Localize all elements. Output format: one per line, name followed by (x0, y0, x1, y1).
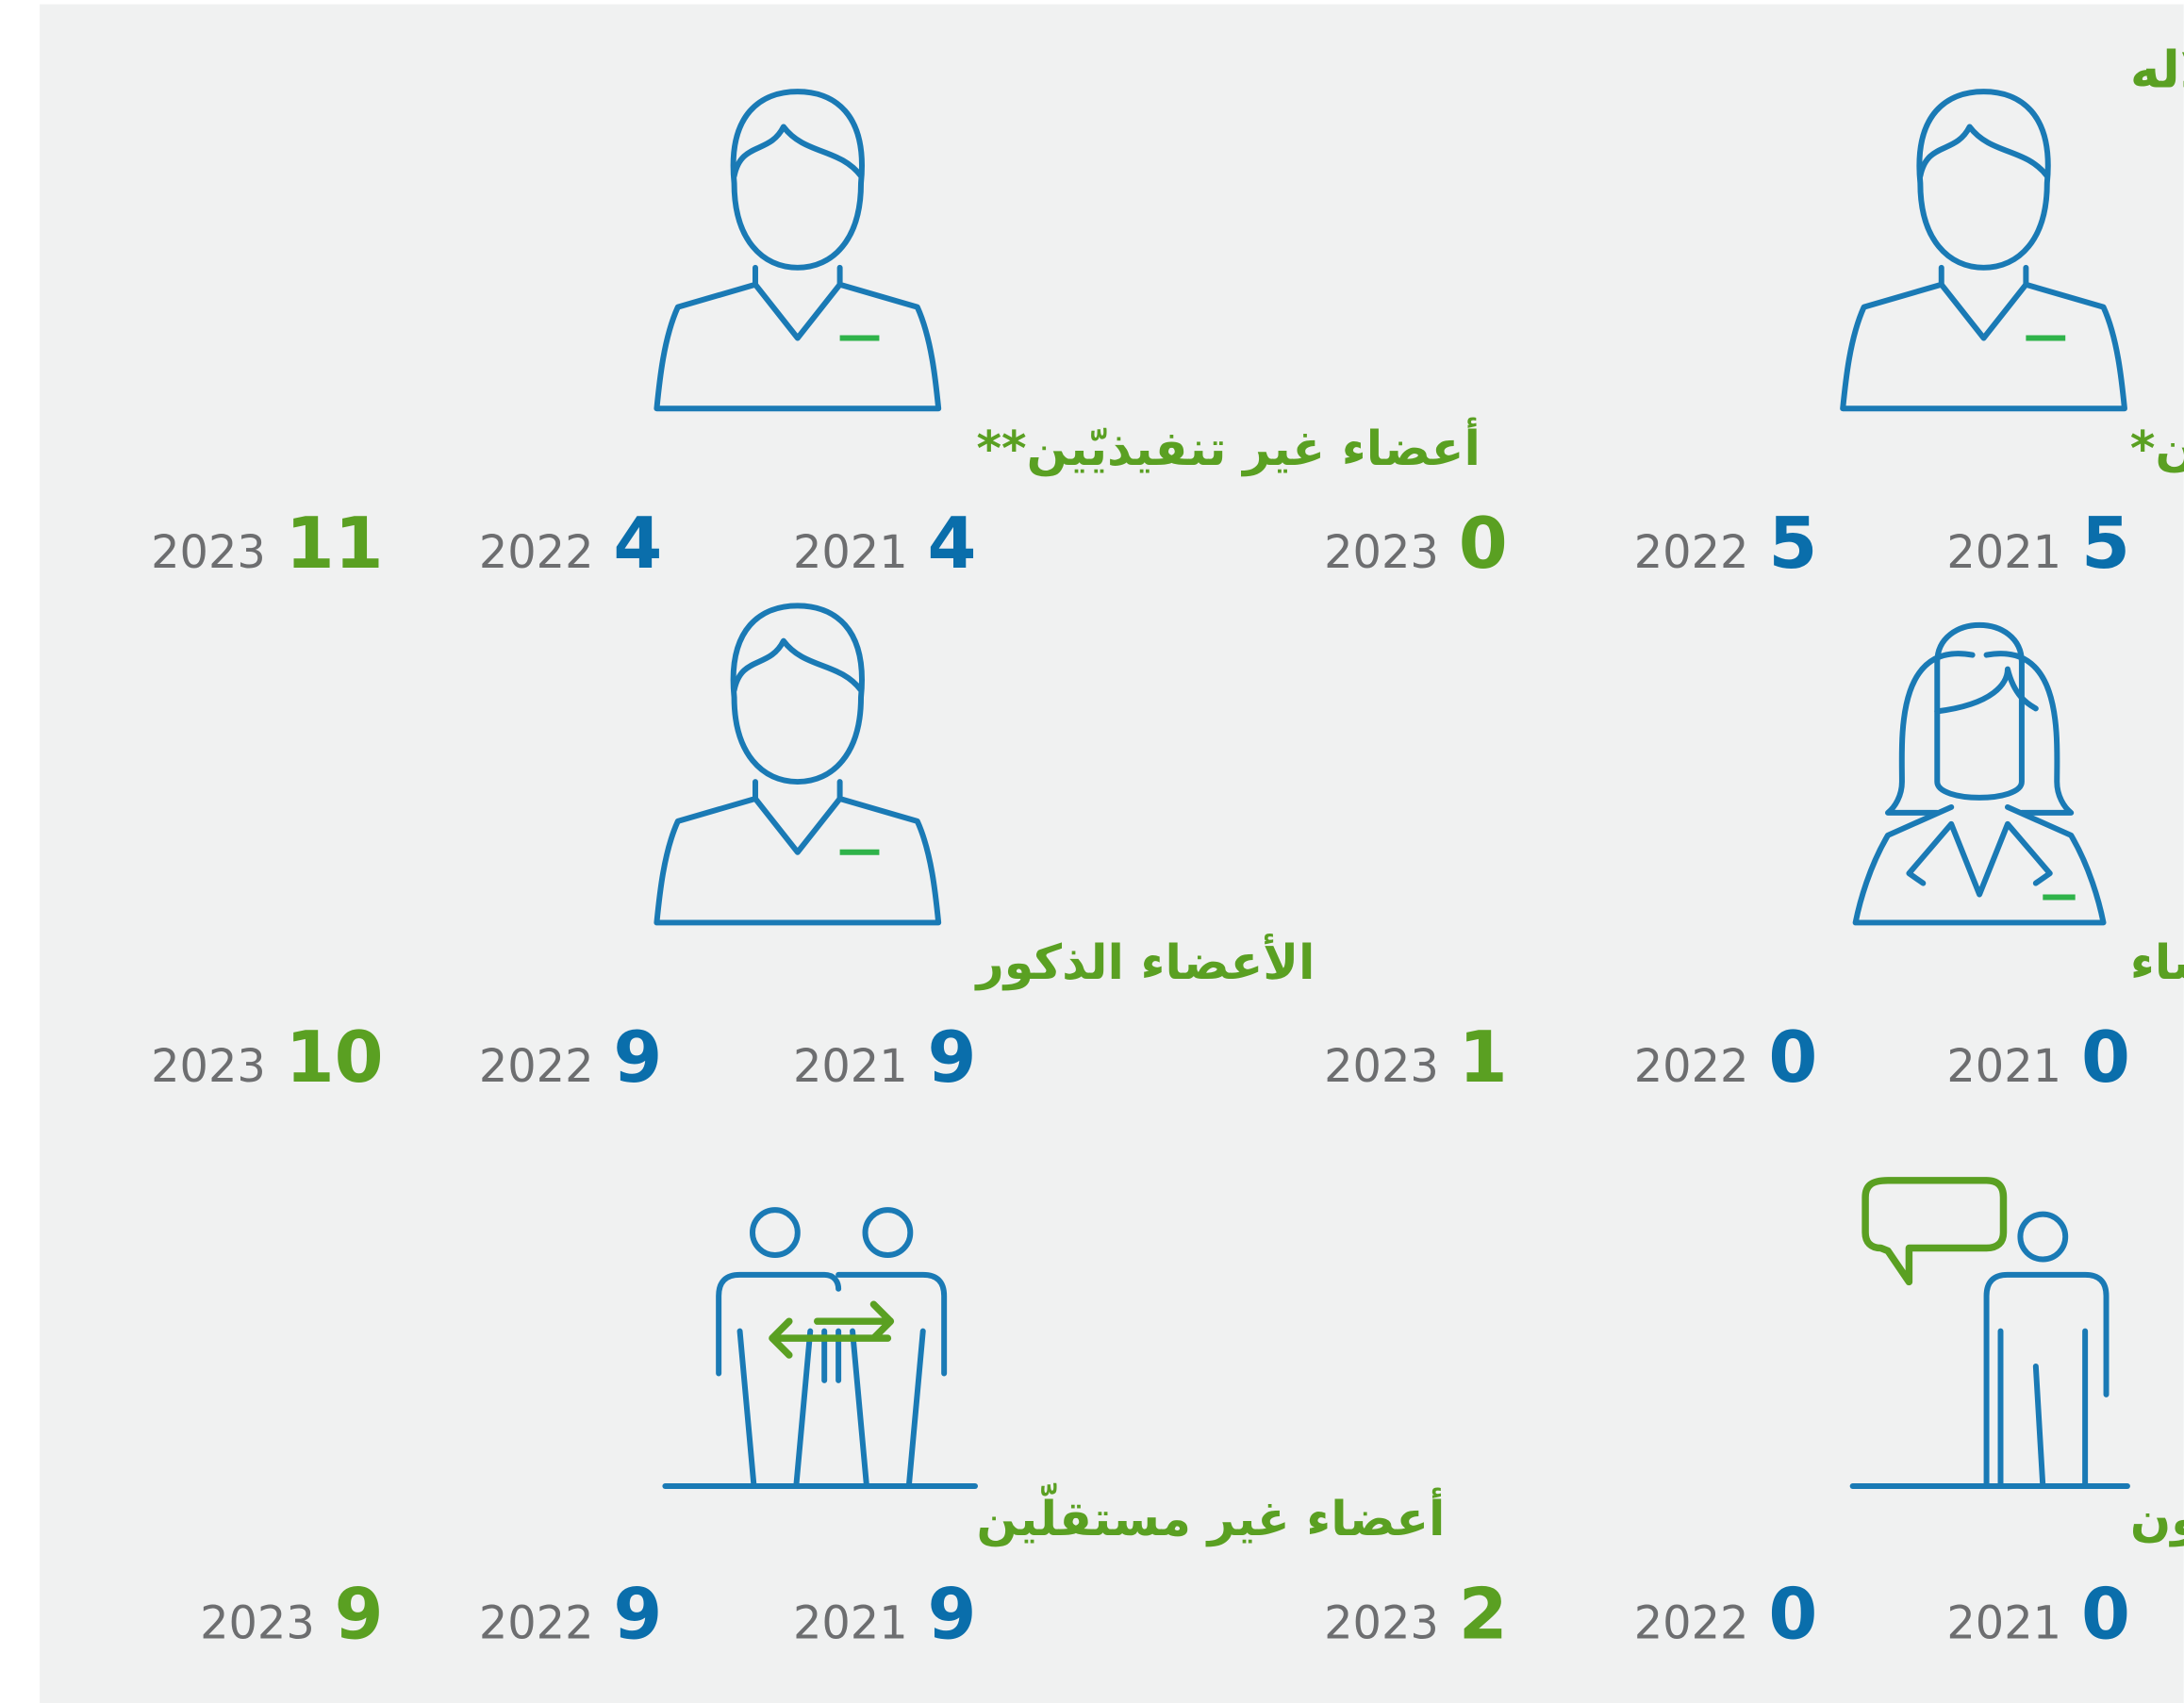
stat-year: 2022 (479, 1041, 594, 1093)
stat-year: 2021 (1946, 527, 2061, 579)
female-icon (1852, 621, 2107, 926)
stat-value: 10 (286, 1017, 384, 1099)
stat-year: 2022 (1634, 527, 1749, 579)
stat-year: 2023 (1324, 527, 1439, 579)
stat-value: 4 (928, 503, 977, 585)
stat-year: 2022 (1634, 1041, 1749, 1093)
card-label: أعضاء مستقلّون (2130, 1483, 2184, 1547)
stat-year: 2023 (1324, 1041, 1439, 1093)
card-label: أعضاء غير مستقلّين (977, 1483, 1446, 1547)
stat-value: 2 (1459, 1573, 1508, 1655)
title: تنوّع مجلس الإدارة واستقلاله (2130, 41, 2184, 100)
stat-year: 2023 (151, 1041, 266, 1093)
stat-value: 9 (335, 1573, 384, 1655)
stat-year: 2021 (1946, 1041, 2061, 1093)
stat-value: 5 (2081, 503, 2130, 585)
stat-value: 0 (2081, 1017, 2130, 1099)
stat-value: 9 (613, 1573, 662, 1655)
stat-year: 2023 (1324, 1597, 1439, 1649)
panel (40, 4, 2184, 1703)
stat-value: 11 (286, 503, 384, 585)
non-independent-icon (662, 1207, 979, 1489)
stat-year: 2021 (793, 1041, 908, 1093)
card-label: أعضاء تنفيذيّون* (2130, 417, 2184, 477)
stat-year: 2021 (793, 527, 908, 579)
card-label: الأعضاء النساء (2130, 933, 2184, 990)
stat-value: 5 (1768, 503, 1817, 585)
stat-value: 9 (928, 1017, 977, 1099)
stat-year: 2022 (1634, 1597, 1749, 1649)
stat-year: 2021 (1946, 1597, 2061, 1649)
stat-value: 9 (928, 1573, 977, 1655)
stat-year: 2022 (479, 527, 594, 579)
stat-value: 9 (613, 1017, 662, 1099)
stat-year: 2023 (151, 527, 266, 579)
stat-year: 2022 (479, 1597, 594, 1649)
stat-value: 1 (1459, 1017, 1508, 1099)
card-label: أعضاء غير تنفيذيّين** (977, 417, 1481, 477)
stat-year: 2021 (793, 1597, 908, 1649)
independent-icon (1849, 1177, 2130, 1489)
stat-value: 0 (1768, 1573, 1817, 1655)
card-label: الأعضاء الذكور (974, 933, 1315, 991)
stat-value: 0 (1459, 503, 1508, 585)
stat-value: 0 (2081, 1573, 2130, 1655)
stat-value: 0 (1768, 1017, 1817, 1099)
stat-year: 2023 (200, 1597, 315, 1649)
stat-value: 4 (613, 503, 662, 585)
